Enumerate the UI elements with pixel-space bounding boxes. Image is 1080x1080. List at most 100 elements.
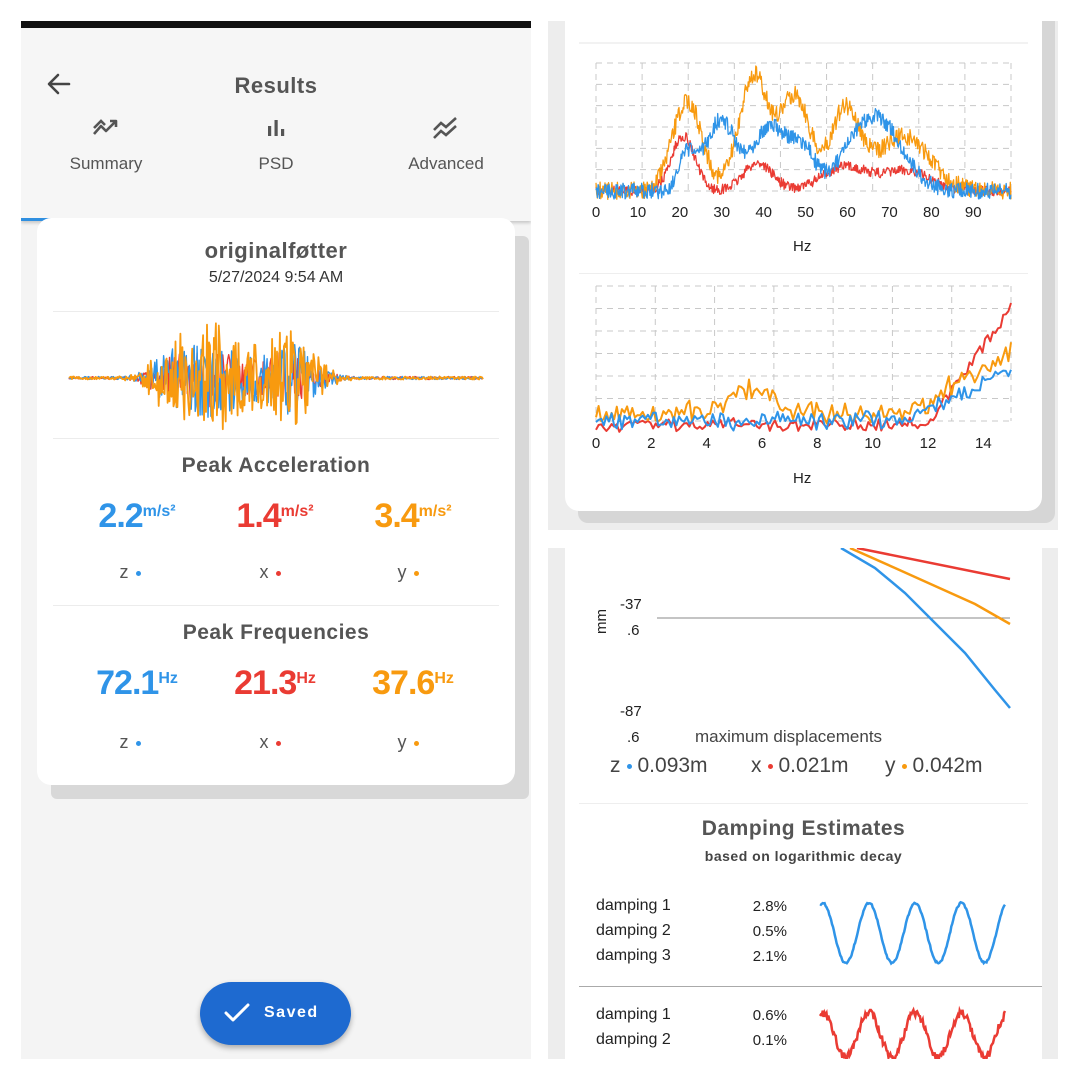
tab-label: PSD <box>258 154 294 173</box>
max-disp-y: y 0.042m <box>885 754 983 777</box>
psd-x-series <box>595 302 1012 433</box>
x-tick-label: 20 <box>671 204 689 221</box>
damping-value: 2.1% <box>752 948 787 965</box>
axis-label-y: y <box>328 562 488 583</box>
axis-label-z: z <box>50 562 210 583</box>
page-title: Results <box>234 73 318 98</box>
damping-z-waveform <box>819 900 1006 966</box>
damping-value: 0.1% <box>752 1032 787 1049</box>
x-tick-label: 14 <box>974 435 992 452</box>
damping-label: damping 1 <box>596 897 671 914</box>
y-tick: .6 <box>627 729 640 746</box>
axis-label-z: z <box>50 732 210 753</box>
x-tick-label: 2 <box>647 435 656 452</box>
x-tick-label: 12 <box>919 435 937 452</box>
bar-chart-icon <box>268 120 285 136</box>
peak-freq-z-value: 72.1 <box>96 664 159 702</box>
axis-letter: z <box>119 562 129 582</box>
y-tick: -87 <box>620 703 642 720</box>
waveform-chart <box>68 322 484 431</box>
summary-screen: Results Summary PSD Advanced <box>21 21 531 1059</box>
x-axis-label: Hz <box>793 238 812 255</box>
peak-accel-y-value: 3.4 <box>374 497 419 535</box>
psd-y-series <box>595 342 1012 425</box>
y-dot <box>901 763 907 769</box>
psd-y-series <box>595 65 1012 200</box>
tab-summary[interactable]: Summary <box>21 116 191 174</box>
max-disp-x: x 0.021m <box>751 754 849 777</box>
tab-psd[interactable]: PSD <box>191 116 361 174</box>
damping-subtitle: based on logarithmic decay <box>704 848 903 864</box>
damping-value: 0.6% <box>752 1007 787 1024</box>
unit: m/s² <box>418 503 452 520</box>
signal-trace <box>595 65 1012 200</box>
damping-label: damping 2 <box>596 922 671 939</box>
summary-card: originalføtter 5/27/2024 9:54 AM Peak Ac… <box>37 218 515 785</box>
x-tick-label: 0 <box>591 204 601 221</box>
divider <box>579 986 1042 987</box>
psd-z-series <box>595 369 1012 432</box>
displacement-z-line <box>840 548 1011 709</box>
displacement-y-line <box>849 548 1011 626</box>
unit: Hz <box>296 670 316 687</box>
axis-label-y: y <box>328 732 488 753</box>
x-tick-label: 10 <box>629 204 647 221</box>
axis-label-x: x <box>190 732 350 753</box>
divider <box>579 803 1028 804</box>
psd-x-series <box>595 132 1012 197</box>
x-tick-label: 80 <box>923 204 940 221</box>
y-tick: .6 <box>627 622 640 639</box>
peak-freq-x-value: 21.3 <box>234 664 297 702</box>
peak-freq-y-value: 37.6 <box>372 664 435 702</box>
arrow-left-icon[interactable] <box>43 68 75 100</box>
y-axis-label: mm <box>593 609 610 634</box>
z-dot <box>135 570 141 576</box>
x-tick-label: 8 <box>813 435 822 452</box>
damping-title: Damping Estimates <box>701 817 906 840</box>
z-dot <box>626 763 632 769</box>
x-axis-label: Hz <box>793 470 812 487</box>
damping-value: 2.8% <box>752 898 787 915</box>
unit: Hz <box>434 670 454 687</box>
saved-label: Saved <box>264 1004 319 1021</box>
unit: Hz <box>158 670 178 687</box>
damping-x-line <box>818 1005 1007 1059</box>
damping-label: damping 3 <box>596 947 671 964</box>
axis-label-x: x <box>190 562 350 583</box>
signal-trace <box>595 342 1012 425</box>
max-disp-y-value: 0.042m <box>912 754 983 777</box>
x-tick-label: 30 <box>713 204 731 221</box>
peak-freq-z: 72.1Hz <box>57 664 217 703</box>
waveform-y <box>68 322 484 431</box>
divider <box>53 438 499 439</box>
displacement-x-line <box>856 548 1011 581</box>
measurement-name: originalføtter <box>204 238 348 263</box>
damping-z-line <box>819 900 1006 966</box>
max-disp-x-value: 0.021m <box>778 754 849 777</box>
peak-accel-z-value: 2.2 <box>98 497 143 535</box>
divider <box>53 605 499 606</box>
saved-button[interactable]: Saved <box>200 982 351 1045</box>
axis-letter: z <box>119 732 129 752</box>
peak-accel-z: 2.2m/s² <box>57 497 217 536</box>
x-dot <box>767 763 773 769</box>
peak-accel-y: 3.4m/s² <box>333 497 493 536</box>
tab-label: Advanced <box>408 154 484 173</box>
x-tick-label: 10 <box>864 435 881 452</box>
psd-z-series <box>595 107 1012 200</box>
divider <box>53 311 499 312</box>
axis-letter: y <box>397 562 407 582</box>
x-tick-label: 90 <box>964 204 982 221</box>
displacement-caption: maximum displacements <box>695 727 883 746</box>
status-bar <box>21 21 531 28</box>
axis-letter: x <box>259 732 269 752</box>
advanced-card: mm -37 .6 -87 .6 maximum displacements z… <box>565 548 1042 1059</box>
damping-label: damping 1 <box>596 1006 671 1023</box>
divider <box>579 273 1028 274</box>
x-dot <box>275 740 281 746</box>
x-tick-label: 0 <box>591 435 601 452</box>
x-tick-label: 70 <box>881 204 898 221</box>
tab-advanced[interactable]: Advanced <box>361 116 531 174</box>
x-tick-label: 6 <box>757 435 767 452</box>
y-dot <box>413 570 419 576</box>
